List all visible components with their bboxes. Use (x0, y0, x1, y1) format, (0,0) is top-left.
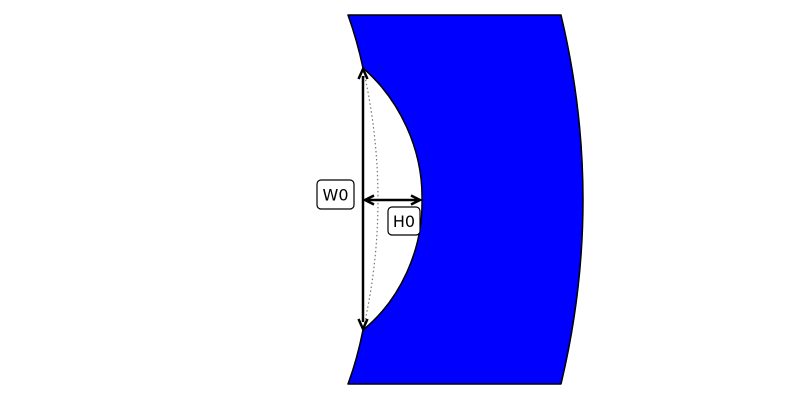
height-label-box (387, 206, 421, 236)
width-arrow (357, 65, 369, 333)
width-arrow-top-head (357, 65, 369, 80)
height-label-text: H0 (393, 212, 415, 231)
height-label: H0 (387, 206, 421, 236)
height-arrow-left-head (362, 194, 375, 206)
width-arrow-bottom-head (357, 318, 369, 333)
curved-band (347, 14, 584, 385)
width-label-text: W0 (323, 186, 349, 205)
height-arrow (362, 194, 423, 206)
width-label-box (316, 179, 355, 210)
width-label: W0 (316, 179, 355, 210)
height-arrow-right-head (410, 194, 423, 206)
